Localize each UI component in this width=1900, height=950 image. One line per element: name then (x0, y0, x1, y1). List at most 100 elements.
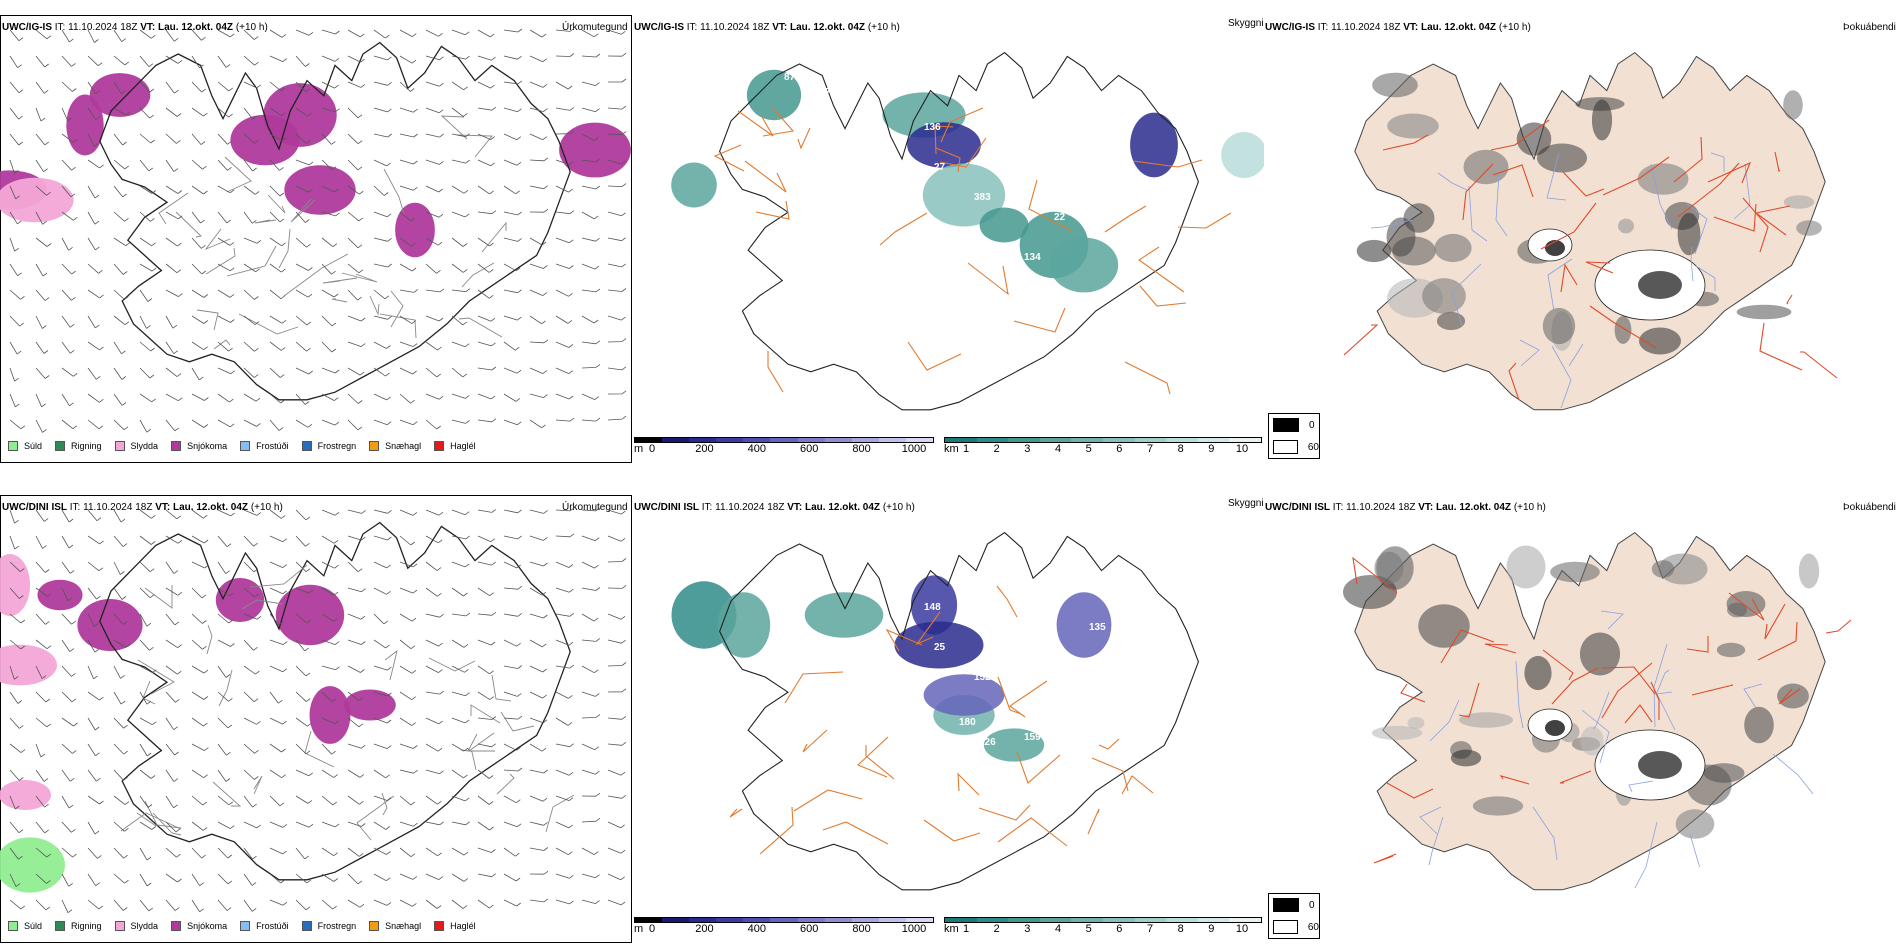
precip-area (0, 644, 57, 686)
wind-barb (35, 419, 47, 433)
wind-barb (373, 159, 391, 167)
wind-barb (347, 107, 363, 119)
wind-barb (35, 237, 52, 247)
wind-barb (425, 29, 443, 37)
colorbar-tick-label: 4 (1054, 443, 1062, 455)
fog-cell (1537, 143, 1587, 173)
road (1013, 307, 1066, 333)
it-value: 11.10.2024 18Z (83, 502, 153, 513)
wind-barb (35, 639, 52, 650)
wind-barb (243, 639, 258, 651)
visibility-value-label: 135 (1089, 622, 1106, 633)
road (1589, 305, 1657, 349)
wind-barb (347, 587, 366, 593)
legend-swatch (8, 441, 18, 451)
wind-barb (451, 795, 470, 802)
wind-barb (61, 289, 76, 301)
wind-barb (295, 289, 313, 298)
road (238, 313, 299, 335)
wind-barb (451, 821, 470, 826)
wind-barb (399, 393, 415, 404)
wind-barb (61, 639, 75, 652)
legend-item: Haglél (434, 441, 476, 451)
wind-barb (529, 133, 548, 141)
wind-barb (295, 535, 310, 547)
legend-label: Frostregn (317, 921, 357, 931)
wind-barb (555, 185, 573, 193)
wind-barb (399, 847, 416, 858)
wind-barb (87, 81, 100, 95)
fog-legend-swatch (1273, 440, 1298, 454)
legend-swatch (114, 441, 125, 451)
wind-barb (165, 587, 183, 596)
wind-barb (529, 870, 549, 875)
wind-barb (399, 133, 418, 138)
wind-barb (347, 665, 365, 673)
wind-barb (451, 185, 469, 194)
map-header: UWC/IG-IS IT: 11.10.2024 18Z VT: Lau. 12… (634, 22, 900, 33)
wind-barb (451, 639, 469, 648)
legend-label: Slydda (130, 921, 159, 931)
wind-barb (529, 185, 548, 190)
fog-cell (1637, 163, 1689, 195)
wind-barb (35, 29, 52, 40)
colorbar-segment (1039, 438, 1072, 442)
wind-barb (373, 185, 389, 196)
wind-barb (191, 717, 208, 727)
wind-barb (269, 237, 286, 247)
wind-barb (87, 769, 101, 782)
colorbar-segment (716, 918, 744, 922)
road (822, 821, 889, 845)
road (1650, 681, 1660, 720)
wind-barb (217, 899, 232, 911)
road (226, 245, 277, 277)
wind-barb (555, 315, 573, 324)
wind-barb (477, 106, 497, 111)
road (997, 817, 1068, 847)
road (885, 628, 923, 652)
wind-barb (295, 873, 312, 884)
wind-barb (555, 847, 573, 856)
wind-barb (295, 237, 311, 248)
colorbar-segment (1229, 918, 1261, 922)
river (1370, 219, 1413, 229)
wind-barb (139, 393, 156, 403)
wind-barb (191, 821, 208, 831)
wind-barb (503, 80, 523, 85)
visibility-value-label: 27 (934, 162, 946, 173)
wind-barb (607, 390, 627, 395)
wind-barb (529, 393, 548, 398)
it-label: IT: (701, 502, 713, 513)
precip-type-map (0, 507, 627, 914)
river (1650, 163, 1673, 230)
wind-barb (295, 211, 310, 223)
wind-barb (321, 367, 340, 374)
road (744, 160, 787, 193)
wind-barb (555, 717, 573, 726)
wind-barb (269, 743, 286, 753)
colorbar-unit: km (944, 923, 959, 935)
wind-barb (243, 81, 261, 89)
wind-barb (35, 341, 49, 354)
visibility-area (894, 621, 984, 669)
wind-barb (113, 743, 128, 755)
road (1686, 636, 1709, 653)
wind-barb (61, 899, 73, 914)
wind-barb (243, 717, 261, 725)
wind-barb (295, 107, 312, 117)
wind-barb (217, 691, 233, 702)
colorbar-segment (1008, 918, 1040, 922)
wind-barb (61, 263, 76, 275)
legend-label: Rigning (71, 441, 102, 451)
wind-barb (321, 691, 337, 703)
wind-barb (217, 341, 233, 352)
road (713, 144, 745, 172)
wind-barb (139, 535, 156, 545)
wind-barb (165, 561, 179, 574)
wind-barb (607, 288, 627, 292)
wind-barb (451, 341, 470, 348)
wind-barb (373, 821, 391, 830)
wind-barb (87, 639, 100, 653)
wind-barb (217, 717, 233, 729)
road (267, 194, 286, 214)
